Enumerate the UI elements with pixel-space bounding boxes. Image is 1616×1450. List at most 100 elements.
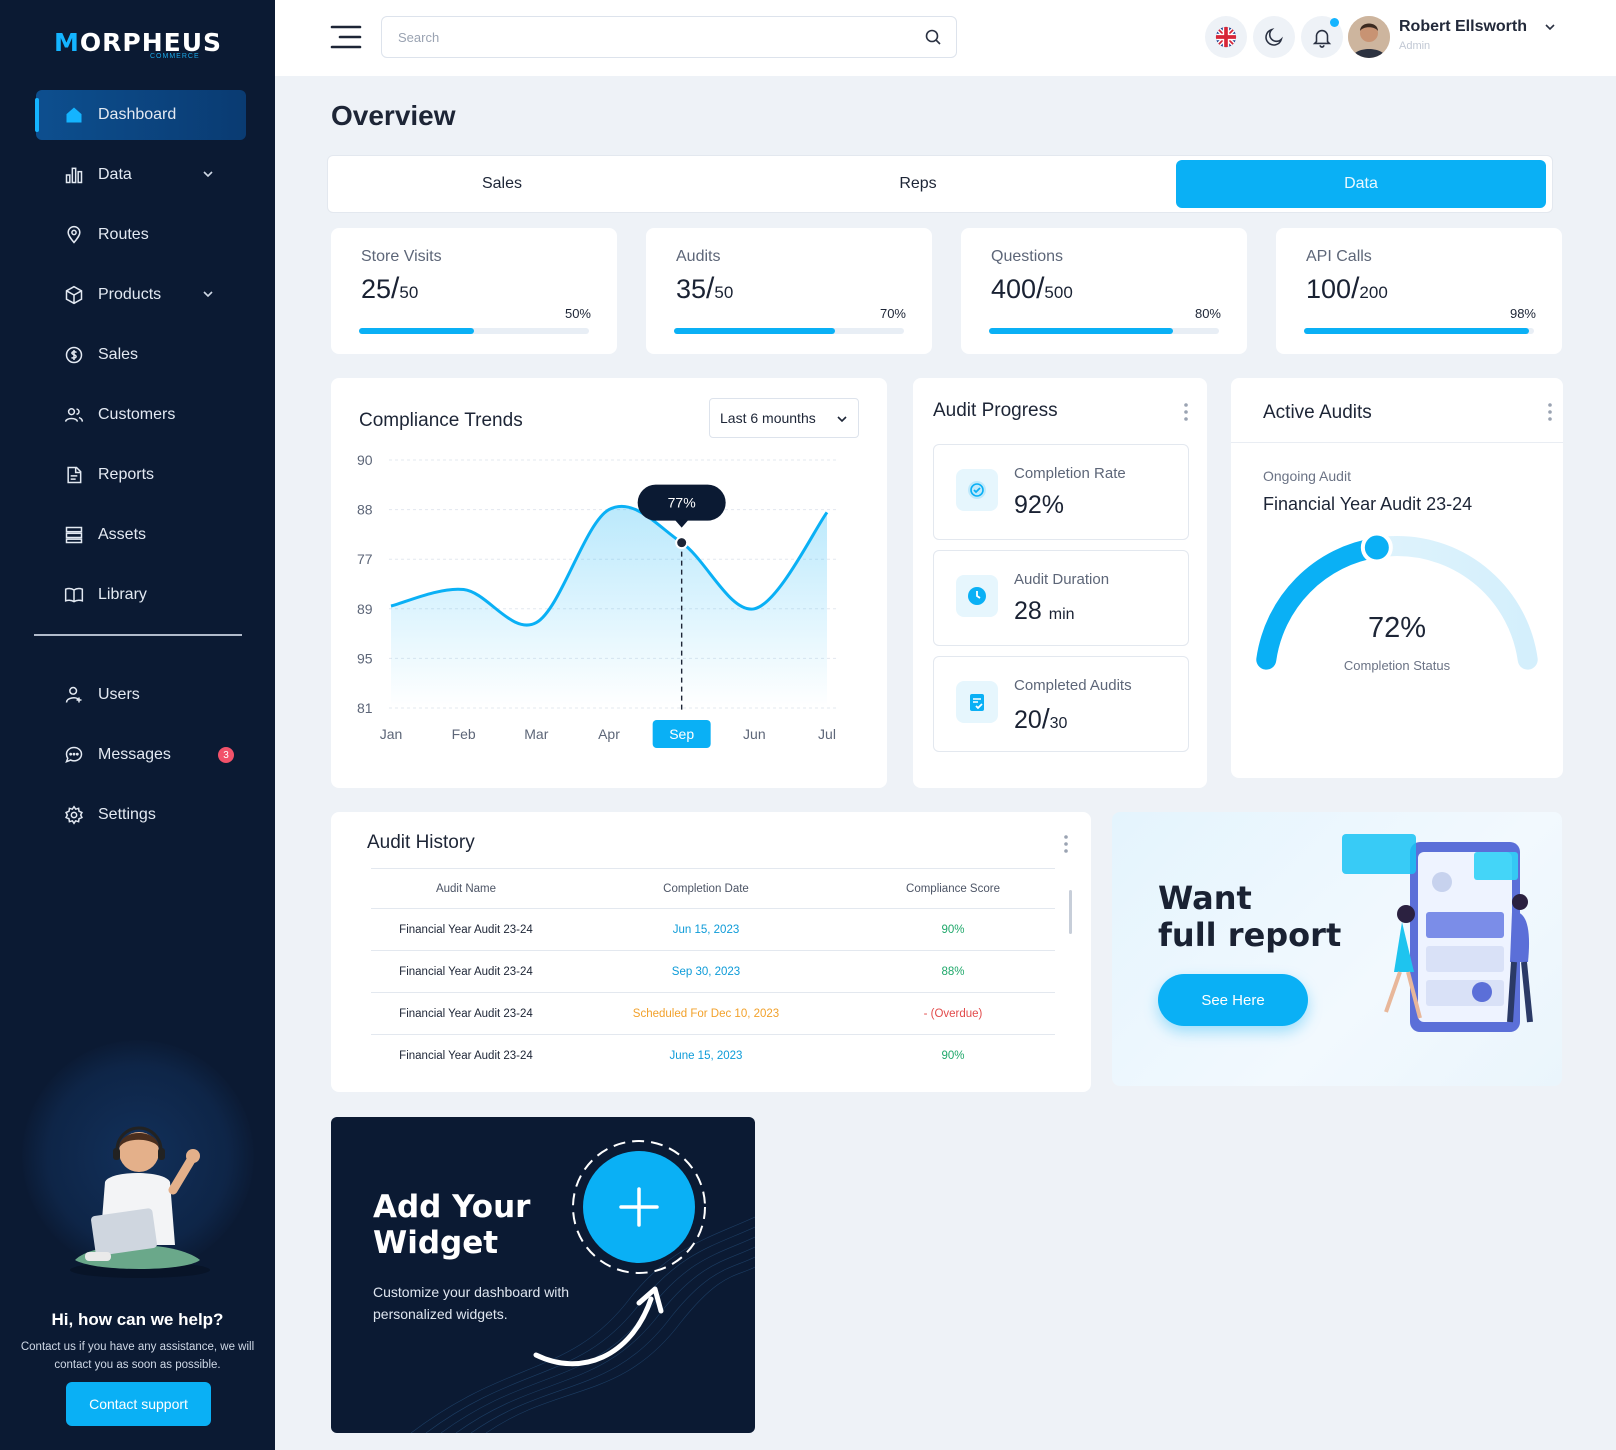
contact-support-button[interactable]: Contact support	[66, 1382, 211, 1426]
moon-icon	[1265, 28, 1283, 46]
chevron-down-icon	[837, 416, 847, 423]
sidebar-item-label: Dashboard	[98, 106, 177, 123]
audit-name-cell: Financial Year Audit 23-24	[371, 950, 561, 993]
full-report-banner: Want full report See Here	[1112, 812, 1562, 1086]
tab-sales[interactable]: Sales	[481, 175, 523, 192]
completion-rate-item: Completion Rate 92%	[933, 444, 1189, 540]
gauge-knob	[1360, 531, 1393, 564]
sidebar-item-users[interactable]: Users	[36, 670, 246, 720]
logo[interactable]: MORPHEUS	[54, 28, 223, 57]
support-person-illustration	[70, 1126, 210, 1278]
stat-label: API Calls	[1306, 248, 1372, 265]
more-options-icon[interactable]	[1183, 402, 1189, 422]
sidebar-item-label: Data	[98, 166, 132, 183]
tooltip-pointer	[674, 519, 689, 528]
plus-icon[interactable]	[617, 1185, 661, 1229]
stat-value: 35/50	[676, 272, 734, 305]
tooltip-bubble	[637, 484, 726, 521]
audit-history-card: Audit History Audit Name Completion Date…	[331, 812, 1091, 1092]
stat-card-questions: Questions 400/500 80%	[961, 228, 1247, 354]
sidebar-item-label: Products	[98, 286, 162, 303]
sidebar-item-customers[interactable]: Customers	[36, 390, 246, 440]
logo-subtitle: COMMERCE	[150, 53, 200, 60]
sidebar-item-settings[interactable]: Settings	[36, 790, 246, 840]
card-title: Active Audits	[1263, 402, 1372, 423]
audit-name: Financial Year Audit 23-24	[1263, 494, 1473, 514]
user-name[interactable]: Robert Ellsworth	[1399, 18, 1528, 35]
dark-mode-button[interactable]	[1253, 16, 1295, 58]
tab-data[interactable]: Data	[1176, 160, 1546, 208]
y-tick-label: 95	[357, 650, 373, 666]
more-options-icon[interactable]	[1063, 834, 1069, 854]
chevron-down-icon[interactable]	[1543, 20, 1557, 34]
column-header[interactable]: Audit Name	[371, 868, 561, 909]
stat-percent: 70%	[879, 306, 906, 321]
sidebar-item-messages[interactable]: Messages 3	[36, 730, 246, 780]
progress-fill	[359, 328, 474, 334]
column-header[interactable]: Completion Date	[561, 868, 851, 909]
icon-tile	[956, 681, 998, 723]
user-plus-icon	[65, 686, 82, 703]
sidebar-item-label: Assets	[98, 526, 147, 543]
search-icon[interactable]	[924, 28, 942, 46]
stat-label: Questions	[991, 248, 1064, 265]
table-row[interactable]: Financial Year Audit 23-24 Sep 30, 2023 …	[371, 950, 1055, 993]
stat-percent: 50%	[564, 306, 591, 321]
area-fill	[391, 506, 827, 708]
icon-tile	[956, 575, 998, 617]
bar-chart-icon	[65, 167, 83, 184]
chat-icon	[65, 746, 83, 763]
item-value: 92%	[1014, 491, 1065, 519]
audit-name-cell: Financial Year Audit 23-24	[399, 1049, 533, 1062]
column-header[interactable]: Compliance Score	[851, 868, 1055, 909]
avatar[interactable]	[1348, 16, 1390, 58]
audit-progress-card: Audit Progress Completion Rate 92% Audit…	[913, 378, 1207, 788]
clock-icon	[968, 587, 986, 605]
score-cell: 88%	[851, 950, 1055, 993]
date-range-select[interactable]: Last 6 mounths	[709, 398, 859, 438]
y-tick-label: 88	[357, 502, 373, 518]
see-here-button[interactable]: See Here	[1158, 974, 1308, 1026]
sidebar-item-data[interactable]: Data	[36, 150, 246, 200]
progress-bar	[359, 328, 589, 334]
sidebar-item-routes[interactable]: Routes	[36, 210, 246, 260]
book-icon	[64, 587, 84, 603]
box-icon	[65, 285, 83, 305]
x-tick-label: Sep	[669, 726, 694, 742]
score-cell: 90%	[941, 1049, 965, 1062]
card-title: Audit History	[367, 832, 475, 853]
sidebar-item-label: Settings	[98, 806, 156, 823]
sidebar-item-sales[interactable]: Sales	[36, 330, 246, 380]
item-label: Audit Duration	[1014, 571, 1110, 588]
notifications-button[interactable]	[1301, 16, 1343, 58]
progress-bar	[989, 328, 1219, 334]
sidebar-item-reports[interactable]: Reports	[36, 450, 246, 500]
stat-card-store-visits: Store Visits 25/50 50%	[331, 228, 617, 354]
table-row[interactable]: Financial Year Audit 23-24 June 15, 2023…	[371, 1035, 1055, 1077]
wave-pattern-decoration	[410, 1140, 755, 1433]
x-tick-highlight	[652, 720, 711, 748]
check-badge-icon	[968, 481, 986, 499]
sidebar-item-dashboard[interactable]: Dashboard	[35, 90, 246, 140]
table-row[interactable]: Financial Year Audit 23-24 Scheduled For…	[371, 992, 1055, 1035]
tab-reps[interactable]: Reps	[899, 175, 937, 192]
home-icon	[66, 107, 82, 123]
sidebar-item-label: Customers	[98, 406, 176, 423]
menu-icon[interactable]	[330, 24, 362, 50]
search-input[interactable]	[398, 17, 898, 57]
sidebar-item-products[interactable]: Products	[36, 270, 246, 320]
language-button[interactable]	[1205, 16, 1247, 58]
more-options-icon[interactable]	[1547, 402, 1553, 422]
location-pin-icon	[67, 225, 81, 244]
uk-flag-icon	[1215, 26, 1237, 48]
stat-label: Store Visits	[361, 248, 442, 265]
sidebar-item-assets[interactable]: Assets	[36, 510, 246, 560]
ongoing-label: Ongoing Audit	[1263, 468, 1351, 484]
y-tick-label: 89	[357, 601, 373, 617]
table-row[interactable]: Financial Year Audit 23-24 Jun 15, 2023 …	[371, 908, 1055, 951]
table-scrollbar[interactable]	[1069, 890, 1072, 934]
chart-title: Compliance Trends	[359, 410, 523, 431]
sidebar-item-library[interactable]: Library	[36, 570, 246, 620]
help-title: Hi, how can we help?	[51, 1310, 224, 1329]
sidebar-item-label: Library	[98, 586, 147, 603]
